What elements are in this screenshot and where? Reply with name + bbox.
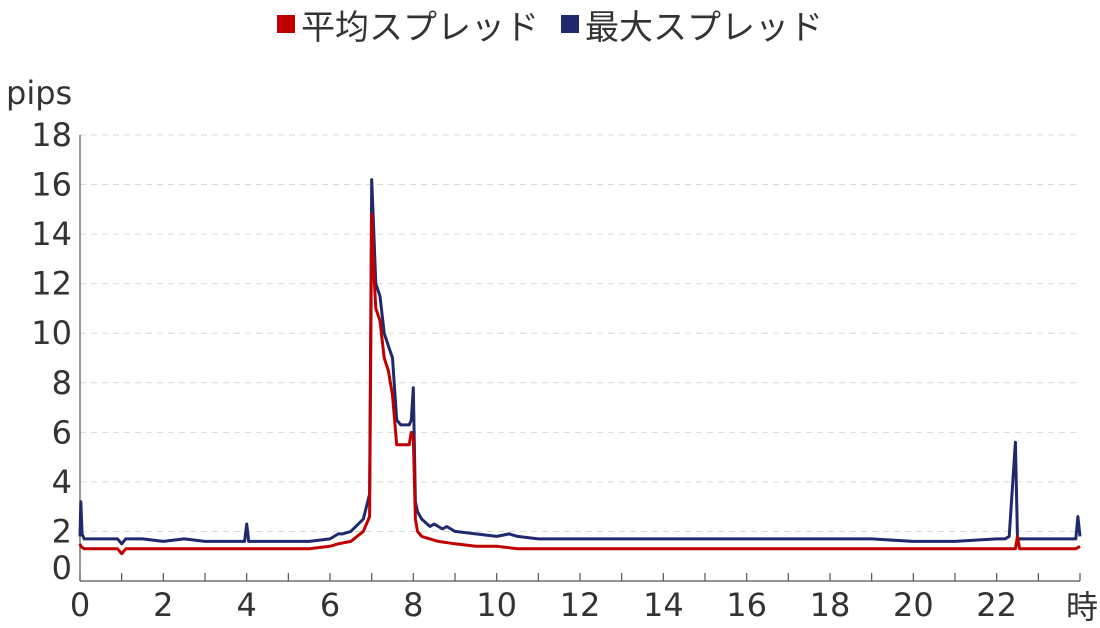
y-tick-label-16: 16 xyxy=(31,166,72,204)
x-tick-label-8: 8 xyxy=(403,586,423,620)
grid-lines xyxy=(80,134,1080,532)
y-tick-label-12: 12 xyxy=(31,265,72,303)
chart-axes xyxy=(79,135,1080,582)
y-tick-label-4: 4 xyxy=(52,463,72,501)
x-tick-label-22: 22 xyxy=(976,586,1017,620)
legend-label-average: 平均スプレッド xyxy=(301,7,539,48)
y-tick-label-18: 18 xyxy=(31,116,72,154)
y-axis-ticks: 02 4 6 8 10 12 14 16 18 xyxy=(31,116,72,587)
x-tick-label-4: 4 xyxy=(236,586,256,620)
x-tick-label-0: 0 xyxy=(70,586,90,620)
series-line-max xyxy=(78,178,1082,546)
x-tick-label-2: 2 xyxy=(153,586,173,620)
legend-item-max: 最大スプレッド xyxy=(561,0,823,49)
x-tick-label-10: 10 xyxy=(476,586,517,620)
y-tick-label-0: 0 xyxy=(52,549,72,587)
chart-series xyxy=(78,178,1082,556)
legend-swatch-max xyxy=(561,15,579,33)
y-tick-label-2: 2 xyxy=(52,512,72,550)
y-tick-label-14: 14 xyxy=(31,215,72,253)
x-axis-ticks: 0 2 4 6 8 10 12 14 16 18 20 22 xyxy=(70,573,1081,620)
legend-swatch-average xyxy=(277,15,295,33)
chart-legend: 平均スプレッド 最大スプレッド xyxy=(0,0,1100,49)
series-line-average xyxy=(78,212,1081,556)
y-tick-label-10: 10 xyxy=(31,314,72,352)
x-tick-label-14: 14 xyxy=(643,586,684,620)
legend-label-max: 最大スプレッド xyxy=(585,7,823,48)
y-tick-label-8: 8 xyxy=(52,364,72,402)
x-tick-label-18: 18 xyxy=(810,586,851,620)
x-tick-label-16: 16 xyxy=(726,586,767,620)
y-tick-label-6: 6 xyxy=(52,413,72,451)
x-tick-label-12: 12 xyxy=(560,586,601,620)
x-tick-label-6: 6 xyxy=(320,586,340,620)
legend-item-average: 平均スプレッド xyxy=(277,0,539,49)
y-axis-unit-label: pips xyxy=(6,74,73,112)
x-tick-label-20: 20 xyxy=(893,586,934,620)
